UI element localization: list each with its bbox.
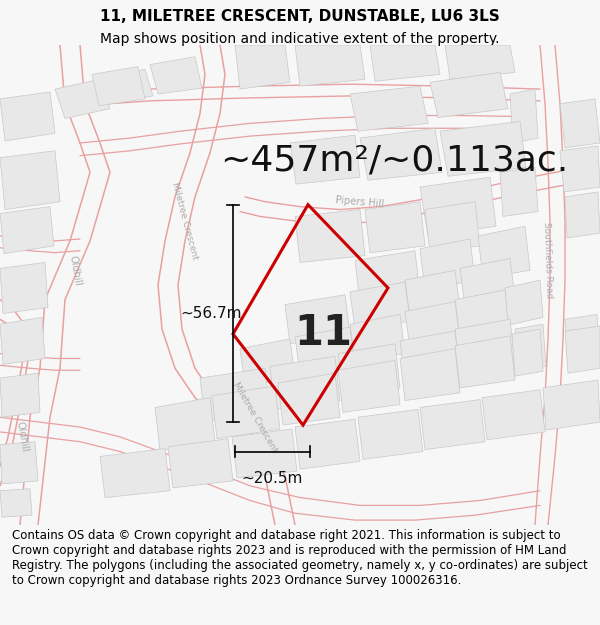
Polygon shape: [295, 45, 365, 86]
Polygon shape: [370, 45, 440, 81]
Polygon shape: [360, 128, 442, 180]
Polygon shape: [350, 282, 410, 329]
Polygon shape: [478, 226, 530, 278]
Text: Map shows position and indicative extent of the property.: Map shows position and indicative extent…: [100, 31, 500, 46]
Polygon shape: [55, 79, 110, 119]
Polygon shape: [350, 86, 428, 131]
Text: 11, MILETREE CRESCENT, DUNSTABLE, LU6 3LS: 11, MILETREE CRESCENT, DUNSTABLE, LU6 3L…: [100, 9, 500, 24]
Polygon shape: [440, 121, 526, 176]
Polygon shape: [0, 151, 60, 209]
Polygon shape: [512, 329, 543, 376]
Polygon shape: [338, 344, 400, 396]
Text: Contains OS data © Crown copyright and database right 2021. This information is : Contains OS data © Crown copyright and d…: [12, 529, 588, 587]
Polygon shape: [285, 295, 350, 344]
Polygon shape: [338, 361, 400, 413]
Polygon shape: [565, 326, 600, 373]
Polygon shape: [565, 314, 600, 361]
Polygon shape: [560, 146, 600, 192]
Polygon shape: [278, 373, 340, 425]
Text: Miletree Crescent: Miletree Crescent: [170, 182, 200, 261]
Text: Pipers Hill: Pipers Hill: [335, 194, 385, 209]
Polygon shape: [420, 399, 485, 449]
Text: ~20.5m: ~20.5m: [242, 471, 303, 486]
Polygon shape: [0, 207, 54, 254]
Polygon shape: [500, 168, 538, 216]
Polygon shape: [212, 386, 280, 439]
Polygon shape: [92, 66, 145, 106]
Polygon shape: [232, 429, 297, 478]
Polygon shape: [0, 262, 48, 313]
Polygon shape: [0, 489, 32, 517]
Polygon shape: [0, 373, 40, 418]
Polygon shape: [295, 419, 360, 469]
Polygon shape: [0, 92, 55, 141]
Polygon shape: [505, 280, 543, 325]
Polygon shape: [295, 209, 365, 262]
Polygon shape: [295, 327, 355, 374]
Polygon shape: [358, 409, 423, 459]
Polygon shape: [460, 259, 515, 306]
Polygon shape: [405, 302, 460, 349]
Polygon shape: [400, 349, 460, 401]
Polygon shape: [350, 314, 405, 361]
Polygon shape: [455, 290, 510, 337]
Polygon shape: [168, 439, 233, 488]
Polygon shape: [560, 99, 600, 148]
Polygon shape: [235, 45, 290, 89]
Polygon shape: [445, 45, 515, 79]
Polygon shape: [150, 57, 202, 94]
Polygon shape: [455, 336, 515, 388]
Polygon shape: [155, 398, 215, 451]
Polygon shape: [430, 72, 508, 118]
Text: ~457m²/~0.113ac.: ~457m²/~0.113ac.: [220, 144, 568, 177]
Polygon shape: [365, 202, 425, 252]
Polygon shape: [270, 356, 340, 409]
Polygon shape: [240, 339, 295, 386]
Polygon shape: [510, 89, 538, 143]
Text: Miletree Crescent: Miletree Crescent: [231, 381, 279, 454]
Text: Oldhill: Oldhill: [14, 421, 29, 453]
Polygon shape: [425, 202, 480, 252]
Polygon shape: [100, 449, 170, 498]
Polygon shape: [400, 331, 460, 383]
Text: 11: 11: [294, 311, 352, 354]
Polygon shape: [0, 442, 38, 484]
Text: Southfields Road: Southfields Road: [542, 222, 554, 299]
Polygon shape: [482, 390, 545, 440]
Polygon shape: [515, 324, 546, 370]
Polygon shape: [455, 319, 515, 371]
Polygon shape: [200, 368, 270, 421]
Polygon shape: [420, 177, 496, 236]
Polygon shape: [565, 192, 600, 238]
Polygon shape: [355, 251, 420, 304]
Text: ~56.7m: ~56.7m: [180, 306, 242, 321]
Polygon shape: [290, 135, 360, 184]
Polygon shape: [105, 69, 153, 102]
Polygon shape: [405, 270, 460, 318]
Polygon shape: [543, 380, 600, 430]
Polygon shape: [420, 239, 475, 290]
Polygon shape: [0, 318, 45, 364]
Text: Oldhill: Oldhill: [67, 254, 83, 286]
